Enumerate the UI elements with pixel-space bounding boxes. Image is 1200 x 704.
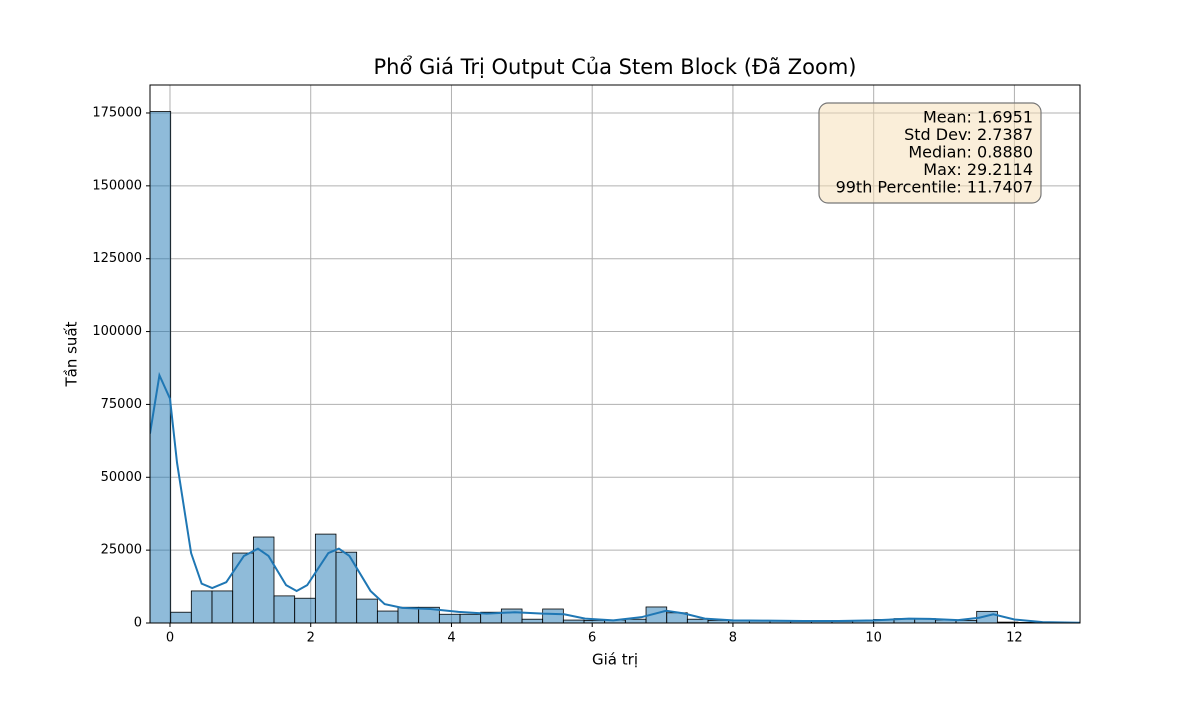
bar	[357, 599, 378, 623]
x-tick-label: 8	[729, 631, 737, 646]
stats-line: 99th Percentile: 11.7407	[836, 178, 1033, 197]
stats-line: Max: 29.2114	[923, 160, 1033, 179]
bar	[501, 609, 522, 623]
y-tick-label: 0	[134, 616, 142, 631]
x-tick-label: 12	[1006, 631, 1023, 646]
bar	[150, 112, 171, 623]
y-tick-label: 25000	[101, 543, 142, 558]
bar	[377, 611, 398, 623]
stats-line: Std Dev: 2.7387	[904, 125, 1033, 144]
y-tick-label: 125000	[92, 251, 142, 266]
x-tick-label: 4	[447, 631, 455, 646]
x-axis-label: Giá trị	[592, 651, 638, 669]
bar	[315, 534, 336, 623]
stats-line: Median: 0.8880	[908, 143, 1033, 162]
y-tick-label: 175000	[92, 105, 142, 120]
chart-title: Phổ Giá Trị Output Của Stem Block (Đã Zo…	[374, 55, 857, 79]
bar	[439, 614, 460, 623]
y-tick-label: 150000	[92, 178, 142, 193]
x-tick-label: 2	[307, 631, 315, 646]
x-tick-label: 10	[865, 631, 882, 646]
stats-line: Mean: 1.6951	[923, 108, 1033, 127]
bar	[191, 591, 212, 623]
bar	[171, 612, 192, 623]
bar	[460, 614, 481, 623]
x-tick-label: 0	[166, 631, 174, 646]
y-tick-label: 75000	[101, 397, 142, 412]
bar	[233, 553, 254, 623]
bar	[625, 619, 646, 623]
bar	[398, 607, 419, 623]
kde-line	[150, 375, 1080, 622]
y-tick-label: 50000	[101, 470, 142, 485]
bar	[295, 598, 316, 623]
y-axis-label: Tần suất	[63, 321, 81, 387]
bar	[274, 596, 295, 623]
y-tick-label: 100000	[92, 324, 142, 339]
bar	[522, 619, 543, 623]
bar	[212, 591, 233, 623]
bar	[543, 609, 564, 623]
x-tick-label: 6	[588, 631, 596, 646]
bar	[687, 619, 708, 623]
